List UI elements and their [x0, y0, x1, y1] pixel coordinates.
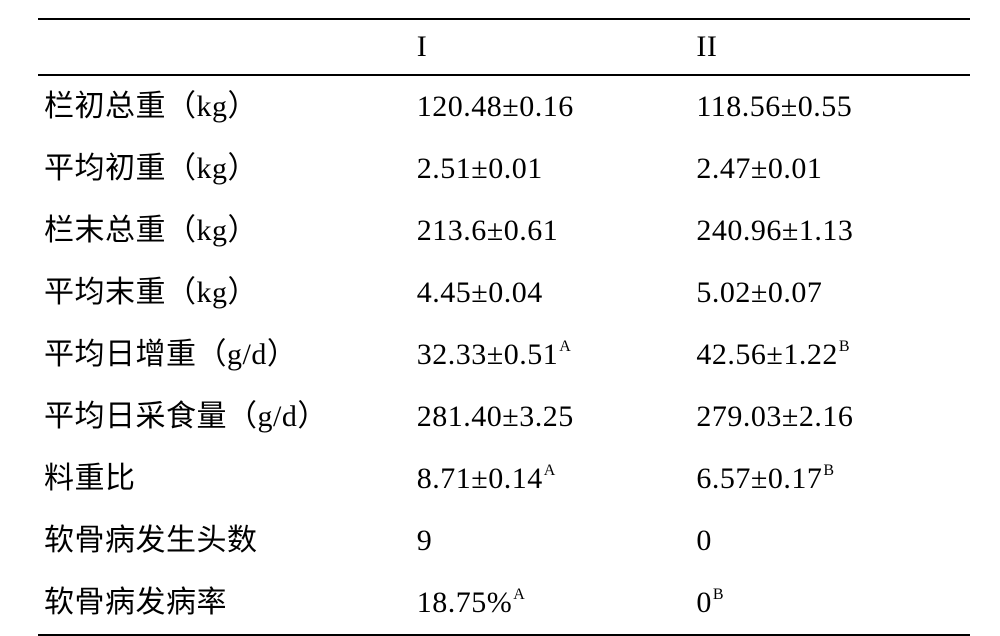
- cell-value: 2.51±0.01: [417, 152, 543, 185]
- table-container: I II 栏初总重（kg） 120.48±0.16 118.56±0.55 平均…: [0, 0, 1000, 602]
- header-col2: II: [690, 19, 970, 75]
- cell-value: 18.75%: [417, 586, 513, 619]
- row-col1: 4.45±0.04: [411, 262, 691, 324]
- cell-sup: A: [559, 338, 571, 355]
- cell-value: 42.56±1.22: [696, 338, 837, 371]
- row-col1: 8.71±0.14A: [411, 448, 691, 510]
- row-col1: 281.40±3.25: [411, 386, 691, 448]
- cell-value: 120.48±0.16: [417, 90, 574, 123]
- cell-value: 281.40±3.25: [417, 400, 574, 433]
- table-row: 平均末重（kg） 4.45±0.04 5.02±0.07: [38, 262, 970, 324]
- cell-value: 9: [417, 524, 433, 557]
- header-row: I II: [38, 19, 970, 75]
- cell-sup: A: [513, 586, 525, 603]
- header-blank: [38, 19, 411, 75]
- cell-value: 0: [696, 524, 712, 557]
- row-label: 栏末总重（kg）: [38, 200, 411, 262]
- table-row: 软骨病发病率 18.75%A 0B: [38, 572, 970, 635]
- row-col1: 18.75%A: [411, 572, 691, 635]
- row-col2: 5.02±0.07: [690, 262, 970, 324]
- row-col1: 213.6±0.61: [411, 200, 691, 262]
- table-row: 平均初重（kg） 2.51±0.01 2.47±0.01: [38, 138, 970, 200]
- cell-value: 32.33±0.51: [417, 338, 558, 371]
- row-col1: 9: [411, 510, 691, 572]
- cell-value: 118.56±0.55: [696, 90, 852, 123]
- row-label: 平均日增重（g/d）: [38, 324, 411, 386]
- row-col1: 32.33±0.51A: [411, 324, 691, 386]
- row-col1: 120.48±0.16: [411, 75, 691, 138]
- cell-value: 8.71±0.14: [417, 462, 543, 495]
- row-col2: 0B: [690, 572, 970, 635]
- table-row: 平均日采食量（g/d） 281.40±3.25 279.03±2.16: [38, 386, 970, 448]
- row-col2: 6.57±0.17B: [690, 448, 970, 510]
- cell-value: 5.02±0.07: [696, 276, 822, 309]
- cell-value: 240.96±1.13: [696, 214, 853, 247]
- row-label: 平均日采食量（g/d）: [38, 386, 411, 448]
- row-label: 料重比: [38, 448, 411, 510]
- table-body: 栏初总重（kg） 120.48±0.16 118.56±0.55 平均初重（kg…: [38, 75, 970, 635]
- cell-sup: B: [839, 338, 850, 355]
- cell-value: 213.6±0.61: [417, 214, 558, 247]
- row-col2: 240.96±1.13: [690, 200, 970, 262]
- table-row: 栏末总重（kg） 213.6±0.61 240.96±1.13: [38, 200, 970, 262]
- row-label: 软骨病发病率: [38, 572, 411, 635]
- row-col2: 42.56±1.22B: [690, 324, 970, 386]
- header-col1: I: [411, 19, 691, 75]
- table-row: 软骨病发生头数 9 0: [38, 510, 970, 572]
- table-row: 平均日增重（g/d） 32.33±0.51A 42.56±1.22B: [38, 324, 970, 386]
- row-label: 软骨病发生头数: [38, 510, 411, 572]
- cell-value: 2.47±0.01: [696, 152, 822, 185]
- row-col2: 279.03±2.16: [690, 386, 970, 448]
- cell-sup: B: [823, 462, 834, 479]
- cell-value: 6.57±0.17: [696, 462, 822, 495]
- row-label: 栏初总重（kg）: [38, 75, 411, 138]
- row-label: 平均初重（kg）: [38, 138, 411, 200]
- cell-sup: B: [713, 586, 724, 603]
- row-col2: 118.56±0.55: [690, 75, 970, 138]
- row-label: 平均末重（kg）: [38, 262, 411, 324]
- row-col1: 2.51±0.01: [411, 138, 691, 200]
- cell-sup: A: [544, 462, 556, 479]
- table-row: 栏初总重（kg） 120.48±0.16 118.56±0.55: [38, 75, 970, 138]
- data-table: I II 栏初总重（kg） 120.48±0.16 118.56±0.55 平均…: [38, 18, 970, 636]
- cell-value: 0: [696, 586, 712, 619]
- row-col2: 0: [690, 510, 970, 572]
- cell-value: 4.45±0.04: [417, 276, 543, 309]
- row-col2: 2.47±0.01: [690, 138, 970, 200]
- table-row: 料重比 8.71±0.14A 6.57±0.17B: [38, 448, 970, 510]
- cell-value: 279.03±2.16: [696, 400, 853, 433]
